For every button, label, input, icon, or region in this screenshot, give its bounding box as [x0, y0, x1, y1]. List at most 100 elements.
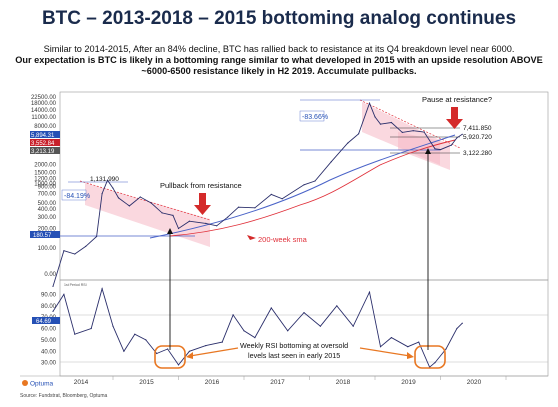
- price-point: [254, 207, 256, 209]
- price-point: [117, 197, 120, 199]
- price-tag-2-bg: [30, 139, 60, 146]
- pause-arrow: [446, 107, 463, 129]
- pct-box-right: [299, 110, 325, 122]
- rsi-panel-label: 1st Period RSI: [64, 283, 87, 287]
- subtitle-line-3: ~6000-6500 resistance likely in H2 2019.…: [141, 66, 417, 76]
- price-point: [401, 131, 403, 133]
- price-y-tick: 500.00: [38, 201, 57, 207]
- price-y-tick: 11000.00: [31, 115, 56, 121]
- price-point: [112, 187, 114, 189]
- price-point: [74, 253, 76, 255]
- rsi-point: [336, 305, 338, 307]
- x-tick-label: 2019: [401, 379, 416, 386]
- pct-right-label: -83.66%: [302, 114, 328, 121]
- rsi-point: [368, 291, 371, 293]
- price-point: [358, 133, 360, 135]
- price-y-tick: 900.00: [38, 185, 57, 191]
- x-tick-label: 2020: [467, 379, 482, 386]
- price-point: [390, 121, 392, 124]
- rsi-point: [434, 362, 436, 364]
- price-y-tick: 2000.00: [34, 162, 56, 168]
- rsi-y-tick: 40.00: [41, 349, 57, 355]
- resistance-line-right: [359, 99, 461, 149]
- price-point: [96, 235, 98, 238]
- price-point: [52, 285, 54, 287]
- price-y-tick: 1200.00: [34, 177, 56, 183]
- price-point: [161, 212, 163, 214]
- rsi-point: [101, 288, 103, 290]
- price-point: [461, 133, 463, 135]
- btc-price-line: [52, 101, 463, 287]
- rsi-y-tick: 80.00: [41, 304, 57, 310]
- rsi-point: [112, 325, 114, 327]
- pct-left-label: -84.19%: [64, 193, 90, 200]
- long-trend-line: [149, 134, 456, 239]
- optuma-logo-icon: [22, 380, 28, 386]
- rsi-point: [205, 345, 207, 347]
- subtitle-line-2: Our expectation is BTC is likely in a bo…: [15, 55, 543, 65]
- x-tick-label: 2014: [74, 379, 89, 386]
- price-y-tick: 200.00: [38, 227, 57, 233]
- decline-zone-left: [85, 183, 210, 247]
- rsi-y-tick: 60.00: [41, 327, 57, 333]
- x-tick-label: 2018: [336, 379, 351, 386]
- rsi-point: [134, 333, 136, 335]
- price-y-tick: 700.00: [38, 192, 57, 198]
- rsi-point: [407, 346, 409, 348]
- price-point: [150, 202, 152, 204]
- rsi-point: [156, 352, 158, 355]
- rsi-panel-frame: [59, 279, 549, 377]
- price-y-tick: 0.00: [44, 272, 56, 278]
- analog-arrowhead-2015: [167, 228, 173, 234]
- price-y-tick: 400.00: [38, 207, 57, 213]
- optuma-logo: Optuma: [30, 381, 54, 388]
- rsi-point: [243, 330, 245, 332]
- price-point: [434, 148, 436, 150]
- rsi-note-arrowhead-right: [407, 352, 414, 359]
- price-point: [412, 130, 414, 132]
- peak-left-label: 1,131.990: [90, 176, 119, 183]
- rsi-point: [145, 339, 147, 341]
- rsi-point: [270, 307, 272, 309]
- price-point: [85, 245, 87, 247]
- rsi-point: [379, 346, 382, 348]
- chart-title: BTC – 2013-2018 – 2015 bottoming analog …: [41, 8, 517, 29]
- price-point: [63, 250, 65, 252]
- rsi-y-tick: 30.00: [41, 361, 57, 367]
- price-y-tick: 22500.00: [31, 95, 57, 101]
- price-point: [281, 198, 283, 200]
- price-y-tick: 14000.00: [31, 108, 57, 114]
- rsi-point: [287, 330, 289, 332]
- price-point: [227, 216, 229, 218]
- rsi-point: [167, 348, 169, 350]
- rsi-point: [418, 341, 420, 343]
- rsi-line: [52, 287, 463, 368]
- price-point: [439, 149, 442, 151]
- price-y-tick: 8000.00: [34, 124, 56, 130]
- rsi-point: [232, 314, 234, 316]
- price-tag-3: 3,213.19: [31, 149, 55, 155]
- sma-label: 200-week sma: [258, 235, 308, 244]
- price-point: [270, 193, 272, 195]
- rsi-point: [221, 341, 223, 343]
- rsi-point: [74, 333, 76, 335]
- x-tick-label: 2017: [270, 379, 285, 386]
- rsi-circle-2018: [414, 345, 446, 369]
- price-tag-4-bg: [30, 231, 60, 238]
- price-tag-1-bg: [30, 131, 60, 138]
- price-point: [205, 222, 207, 224]
- rsi-point: [390, 337, 392, 339]
- price-point: [374, 116, 376, 118]
- rsi-note-arrow-left: [189, 347, 239, 357]
- rsi-note-arrowhead-left: [186, 352, 193, 359]
- price-point: [101, 193, 103, 195]
- price-point: [139, 196, 141, 198]
- price-y-tick: 1500.00: [34, 170, 56, 176]
- right-label-1: 7,411.850: [463, 125, 492, 132]
- rsi-point: [445, 348, 447, 350]
- rsi-point: [319, 325, 321, 327]
- pullback-arrow: [194, 193, 211, 215]
- rsi-point: [123, 350, 125, 352]
- price-point: [128, 205, 130, 207]
- price-tag-4: 180.57: [33, 233, 52, 239]
